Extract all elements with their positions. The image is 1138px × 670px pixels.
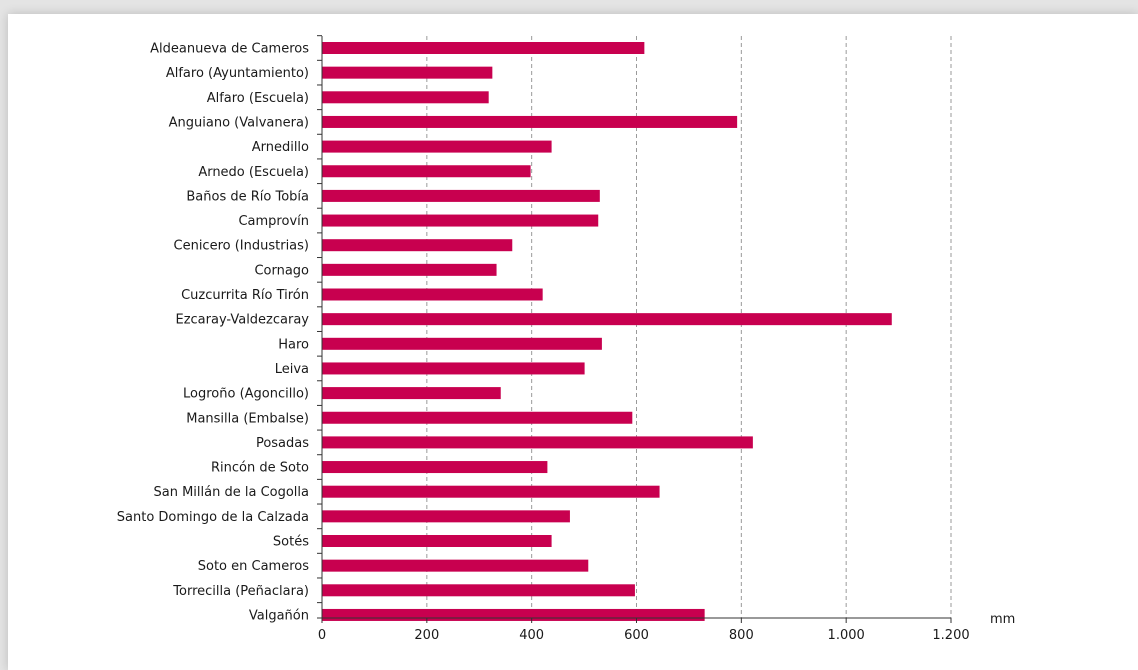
bar [322,239,513,252]
category-label: Cornago [254,263,309,278]
category-label: Leiva [275,362,309,377]
bar [322,362,585,375]
x-tick-label: 400 [519,628,544,643]
axes [317,35,952,623]
category-label: Alfaro (Escuela) [207,91,309,106]
x-tick-label: 800 [729,628,754,643]
bar [322,559,589,572]
bar [322,510,570,523]
category-label: Soto en Cameros [198,559,309,574]
category-label: Rincón de Soto [211,461,309,476]
bar [322,608,705,621]
category-label: Torrecilla (Peñaclara) [172,584,309,599]
x-tick-label: 0 [318,628,326,643]
bar [322,411,633,424]
bar [322,337,602,350]
bar [322,165,531,178]
category-label: Cuzcurrita Río Tirón [181,288,309,303]
category-label: Mansilla (Embalse) [186,411,309,426]
bar [322,461,548,474]
bar [322,214,599,227]
bar [322,66,493,79]
category-label: Valgañón [249,608,309,623]
bar [322,387,501,400]
x-tick-label: 1.200 [932,628,969,643]
chart-panel: Aldeanueva de Cameros Alfaro (Ayuntamient… [8,14,1138,670]
bar [322,584,635,597]
bar [322,42,645,54]
bar [322,535,552,547]
category-label: Arnedo (Escuela) [198,165,309,180]
bar [322,436,753,449]
category-label: Ezcaray-Valdezcaray [175,313,309,328]
x-tick-label: 600 [624,628,649,643]
category-label: Baños de Río Tobía [186,189,309,204]
category-labels: Aldeanueva de Cameros Alfaro (Ayuntamient… [117,42,310,624]
category-label: San Millán de la Cogolla [154,485,310,500]
category-label: Haro [278,337,309,352]
bar [322,263,497,276]
bar [322,485,660,498]
x-tick-label: 1.000 [828,628,865,643]
x-tick-label: 200 [414,628,439,643]
bar [322,288,543,301]
category-label: Camprovín [238,214,309,229]
x-tick-labels: 0 200 400 600 800 1.000 1.200 [318,628,970,643]
bar [322,189,600,202]
bar [322,91,489,104]
category-label: Cenicero (Industrias) [174,239,310,254]
bar-chart: Aldeanueva de Cameros Alfaro (Ayuntamient… [117,35,1015,643]
category-label: Aldeanueva de Cameros [150,42,309,57]
category-label: Arnedillo [252,140,309,155]
category-label: Sotés [273,535,309,550]
category-label: Logroño (Agoncillo) [183,387,309,402]
bar [322,313,892,326]
category-label: Anguiano (Valvanera) [169,115,309,130]
bar [322,140,552,153]
category-label: Santo Domingo de la Calzada [117,510,309,525]
x-axis-unit-label: mm [990,612,1015,627]
bar [322,115,738,128]
category-label: Posadas [256,436,309,451]
category-label: Alfaro (Ayuntamiento) [166,66,309,81]
bars [322,42,892,621]
